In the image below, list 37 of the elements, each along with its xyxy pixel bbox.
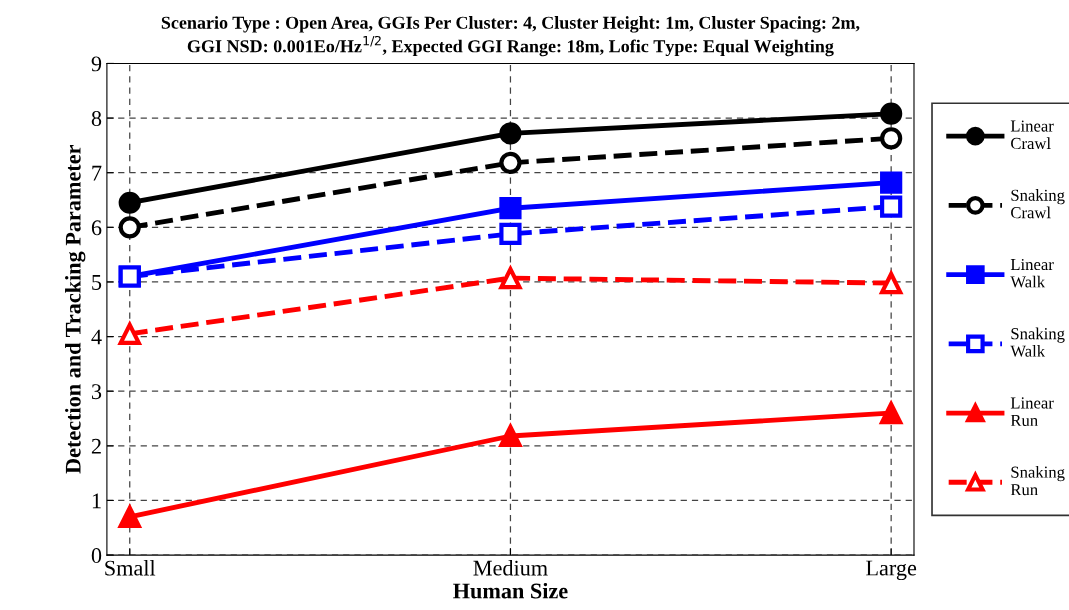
point	[499, 222, 522, 245]
point	[499, 197, 522, 220]
y-axis-title: Detection and Tracking Parameter	[65, 145, 86, 474]
legend-label: Linear Run	[1010, 397, 1054, 426]
chart-title: Scenario Type : Open Area, GGIs Per Cluster: 4, Cluster Height: 1m, Cluster Spacing: 2m, GGI NSD: 0.001Eo/Hz$^{1/2}$, Expected GGI Range: 18m, Lofic Type: Equal Weighting	[161, 16, 860, 57]
legend-label: Snaking Crawl	[1011, 189, 1065, 219]
point	[878, 399, 904, 425]
point	[880, 171, 903, 194]
y-tick-label: 4	[91, 329, 102, 345]
y-tick-label: 5	[92, 275, 102, 290]
y-tick-label: 0	[91, 548, 102, 564]
y-tick-label: 2	[91, 438, 101, 454]
y-tick-label: 1	[92, 493, 101, 509]
x-tick-label: Large	[866, 560, 917, 581]
legend-label: Snaking Walk	[1010, 327, 1065, 357]
point	[498, 422, 523, 448]
y-tick-label: 8	[91, 111, 102, 126]
point	[880, 195, 903, 218]
y-tick-label: 7	[92, 165, 102, 181]
point	[499, 151, 522, 174]
y-tick-label: 3	[91, 384, 102, 400]
point	[117, 320, 142, 345]
point	[499, 122, 522, 145]
point	[880, 102, 903, 125]
point	[878, 269, 904, 295]
x-tick-label: Small	[105, 559, 156, 576]
y-tick-label: 6	[91, 220, 102, 236]
y-tick-label: 9	[91, 56, 102, 72]
point	[117, 503, 142, 528]
legend-label: Snaking Run	[1010, 466, 1065, 496]
x-axis-title: Human Size	[453, 582, 568, 599]
point	[118, 216, 141, 239]
point	[118, 191, 141, 214]
x-tick-label: Medium	[473, 559, 548, 576]
legend-label: Linear Crawl	[1010, 120, 1054, 150]
legend-label: Linear Walk	[1010, 258, 1054, 288]
point	[880, 127, 903, 150]
